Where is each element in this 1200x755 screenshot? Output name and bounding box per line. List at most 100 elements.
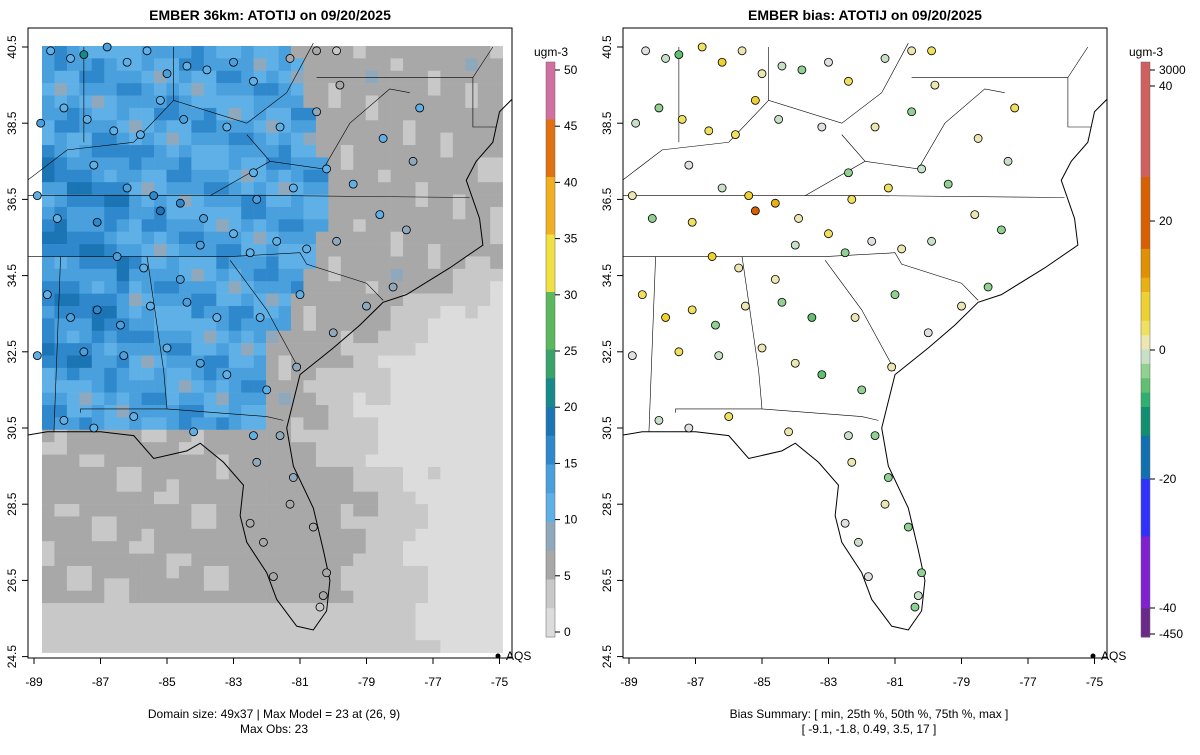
grid-cell bbox=[154, 318, 167, 332]
grid-cell bbox=[216, 95, 230, 109]
grid-cell bbox=[490, 293, 503, 307]
grid-cell bbox=[253, 590, 267, 604]
grid-cell bbox=[490, 355, 503, 369]
grid-cell bbox=[203, 380, 217, 393]
grid-cell bbox=[141, 565, 155, 579]
grid-cell bbox=[465, 442, 479, 455]
colorbar-segment bbox=[546, 478, 555, 494]
grid-cell bbox=[291, 132, 304, 146]
grid-cell bbox=[116, 281, 130, 294]
grid-cell bbox=[403, 107, 416, 121]
grid-cell bbox=[403, 367, 416, 381]
site-marker bbox=[864, 572, 873, 581]
grid-cell bbox=[266, 95, 279, 109]
site-marker bbox=[824, 229, 833, 239]
site-marker bbox=[684, 160, 694, 170]
grid-cell bbox=[216, 553, 230, 567]
grid-cell bbox=[303, 528, 317, 542]
grid-cell bbox=[378, 466, 391, 480]
grid-cell bbox=[291, 157, 304, 171]
grid-cell bbox=[328, 429, 342, 443]
x-tick-label: -87 bbox=[92, 675, 110, 689]
grid-cell bbox=[427, 640, 441, 653]
grid-cell bbox=[141, 454, 155, 468]
grid-cell bbox=[191, 194, 205, 208]
grid-cell bbox=[253, 182, 267, 195]
grid-cell bbox=[79, 553, 93, 567]
grid-cell bbox=[477, 442, 491, 455]
grid-cell bbox=[390, 318, 404, 332]
grid-cell bbox=[228, 343, 242, 356]
grid-cell bbox=[116, 491, 130, 505]
site-marker bbox=[897, 244, 907, 254]
colorbar-segment bbox=[546, 320, 555, 336]
site-marker bbox=[907, 46, 917, 56]
grid-cell bbox=[66, 120, 80, 133]
grid-cell bbox=[66, 293, 80, 307]
grid-cell bbox=[141, 417, 155, 431]
grid-cell bbox=[241, 305, 254, 319]
grid-cell bbox=[427, 590, 441, 604]
site-marker bbox=[844, 76, 853, 86]
grid-cell bbox=[228, 367, 242, 381]
grid-cell bbox=[427, 206, 441, 220]
grid-cell bbox=[191, 107, 205, 121]
grid-cell bbox=[79, 640, 93, 653]
grid-cell bbox=[378, 157, 391, 171]
site-marker bbox=[328, 328, 338, 338]
grid-cell bbox=[66, 145, 80, 158]
grid-cell bbox=[91, 256, 105, 270]
grid-cell bbox=[427, 479, 441, 492]
grid-cell bbox=[390, 615, 404, 629]
x-tick-label: -87 bbox=[687, 675, 705, 689]
colorbar-segment bbox=[1141, 435, 1150, 451]
grid-cell bbox=[378, 417, 391, 431]
grid-cell bbox=[253, 615, 267, 629]
grid-cell bbox=[228, 454, 242, 468]
grid-cell bbox=[340, 169, 354, 183]
site-marker bbox=[335, 80, 345, 90]
grid-cell bbox=[427, 429, 441, 443]
grid-cell bbox=[440, 504, 454, 517]
grid-cell bbox=[291, 405, 304, 418]
grid-cell bbox=[427, 330, 441, 344]
grid-cell bbox=[415, 256, 429, 270]
grid-cell bbox=[116, 367, 130, 381]
site-marker bbox=[697, 42, 707, 52]
grid-cell bbox=[465, 553, 479, 567]
grid-cell bbox=[66, 528, 80, 542]
grid-cell bbox=[241, 157, 254, 171]
grid-cell bbox=[477, 454, 491, 468]
grid-cell bbox=[166, 132, 180, 146]
grid-cell bbox=[452, 182, 466, 195]
colorbar-segment bbox=[546, 335, 555, 350]
grid-cell bbox=[241, 206, 254, 220]
grid-cell bbox=[141, 405, 155, 418]
grid-cell bbox=[452, 46, 466, 59]
grid-cell bbox=[427, 392, 441, 406]
grid-cell bbox=[253, 330, 267, 344]
grid-cell bbox=[378, 256, 391, 270]
grid-cell bbox=[315, 330, 329, 344]
grid-cell bbox=[278, 392, 292, 406]
grid-cell bbox=[291, 590, 304, 604]
grid-cell bbox=[353, 454, 366, 468]
grid-cell bbox=[166, 603, 180, 616]
grid-cell bbox=[154, 553, 167, 567]
grid-cell bbox=[328, 528, 342, 542]
grid-cell bbox=[340, 429, 354, 443]
grid-cell bbox=[116, 615, 130, 629]
site-marker bbox=[32, 191, 42, 200]
grid-cell bbox=[54, 169, 68, 183]
site-marker bbox=[312, 107, 322, 117]
grid-cell bbox=[353, 627, 366, 641]
site-marker bbox=[797, 65, 807, 75]
grid-cell bbox=[440, 578, 454, 592]
grid-cell bbox=[291, 83, 304, 96]
grid-cell bbox=[104, 107, 117, 121]
colorbar-segment bbox=[546, 493, 555, 509]
grid-cell bbox=[216, 206, 230, 220]
colorbar-segment bbox=[1141, 478, 1150, 494]
grid-cell bbox=[42, 429, 55, 443]
grid-cell bbox=[465, 281, 479, 294]
